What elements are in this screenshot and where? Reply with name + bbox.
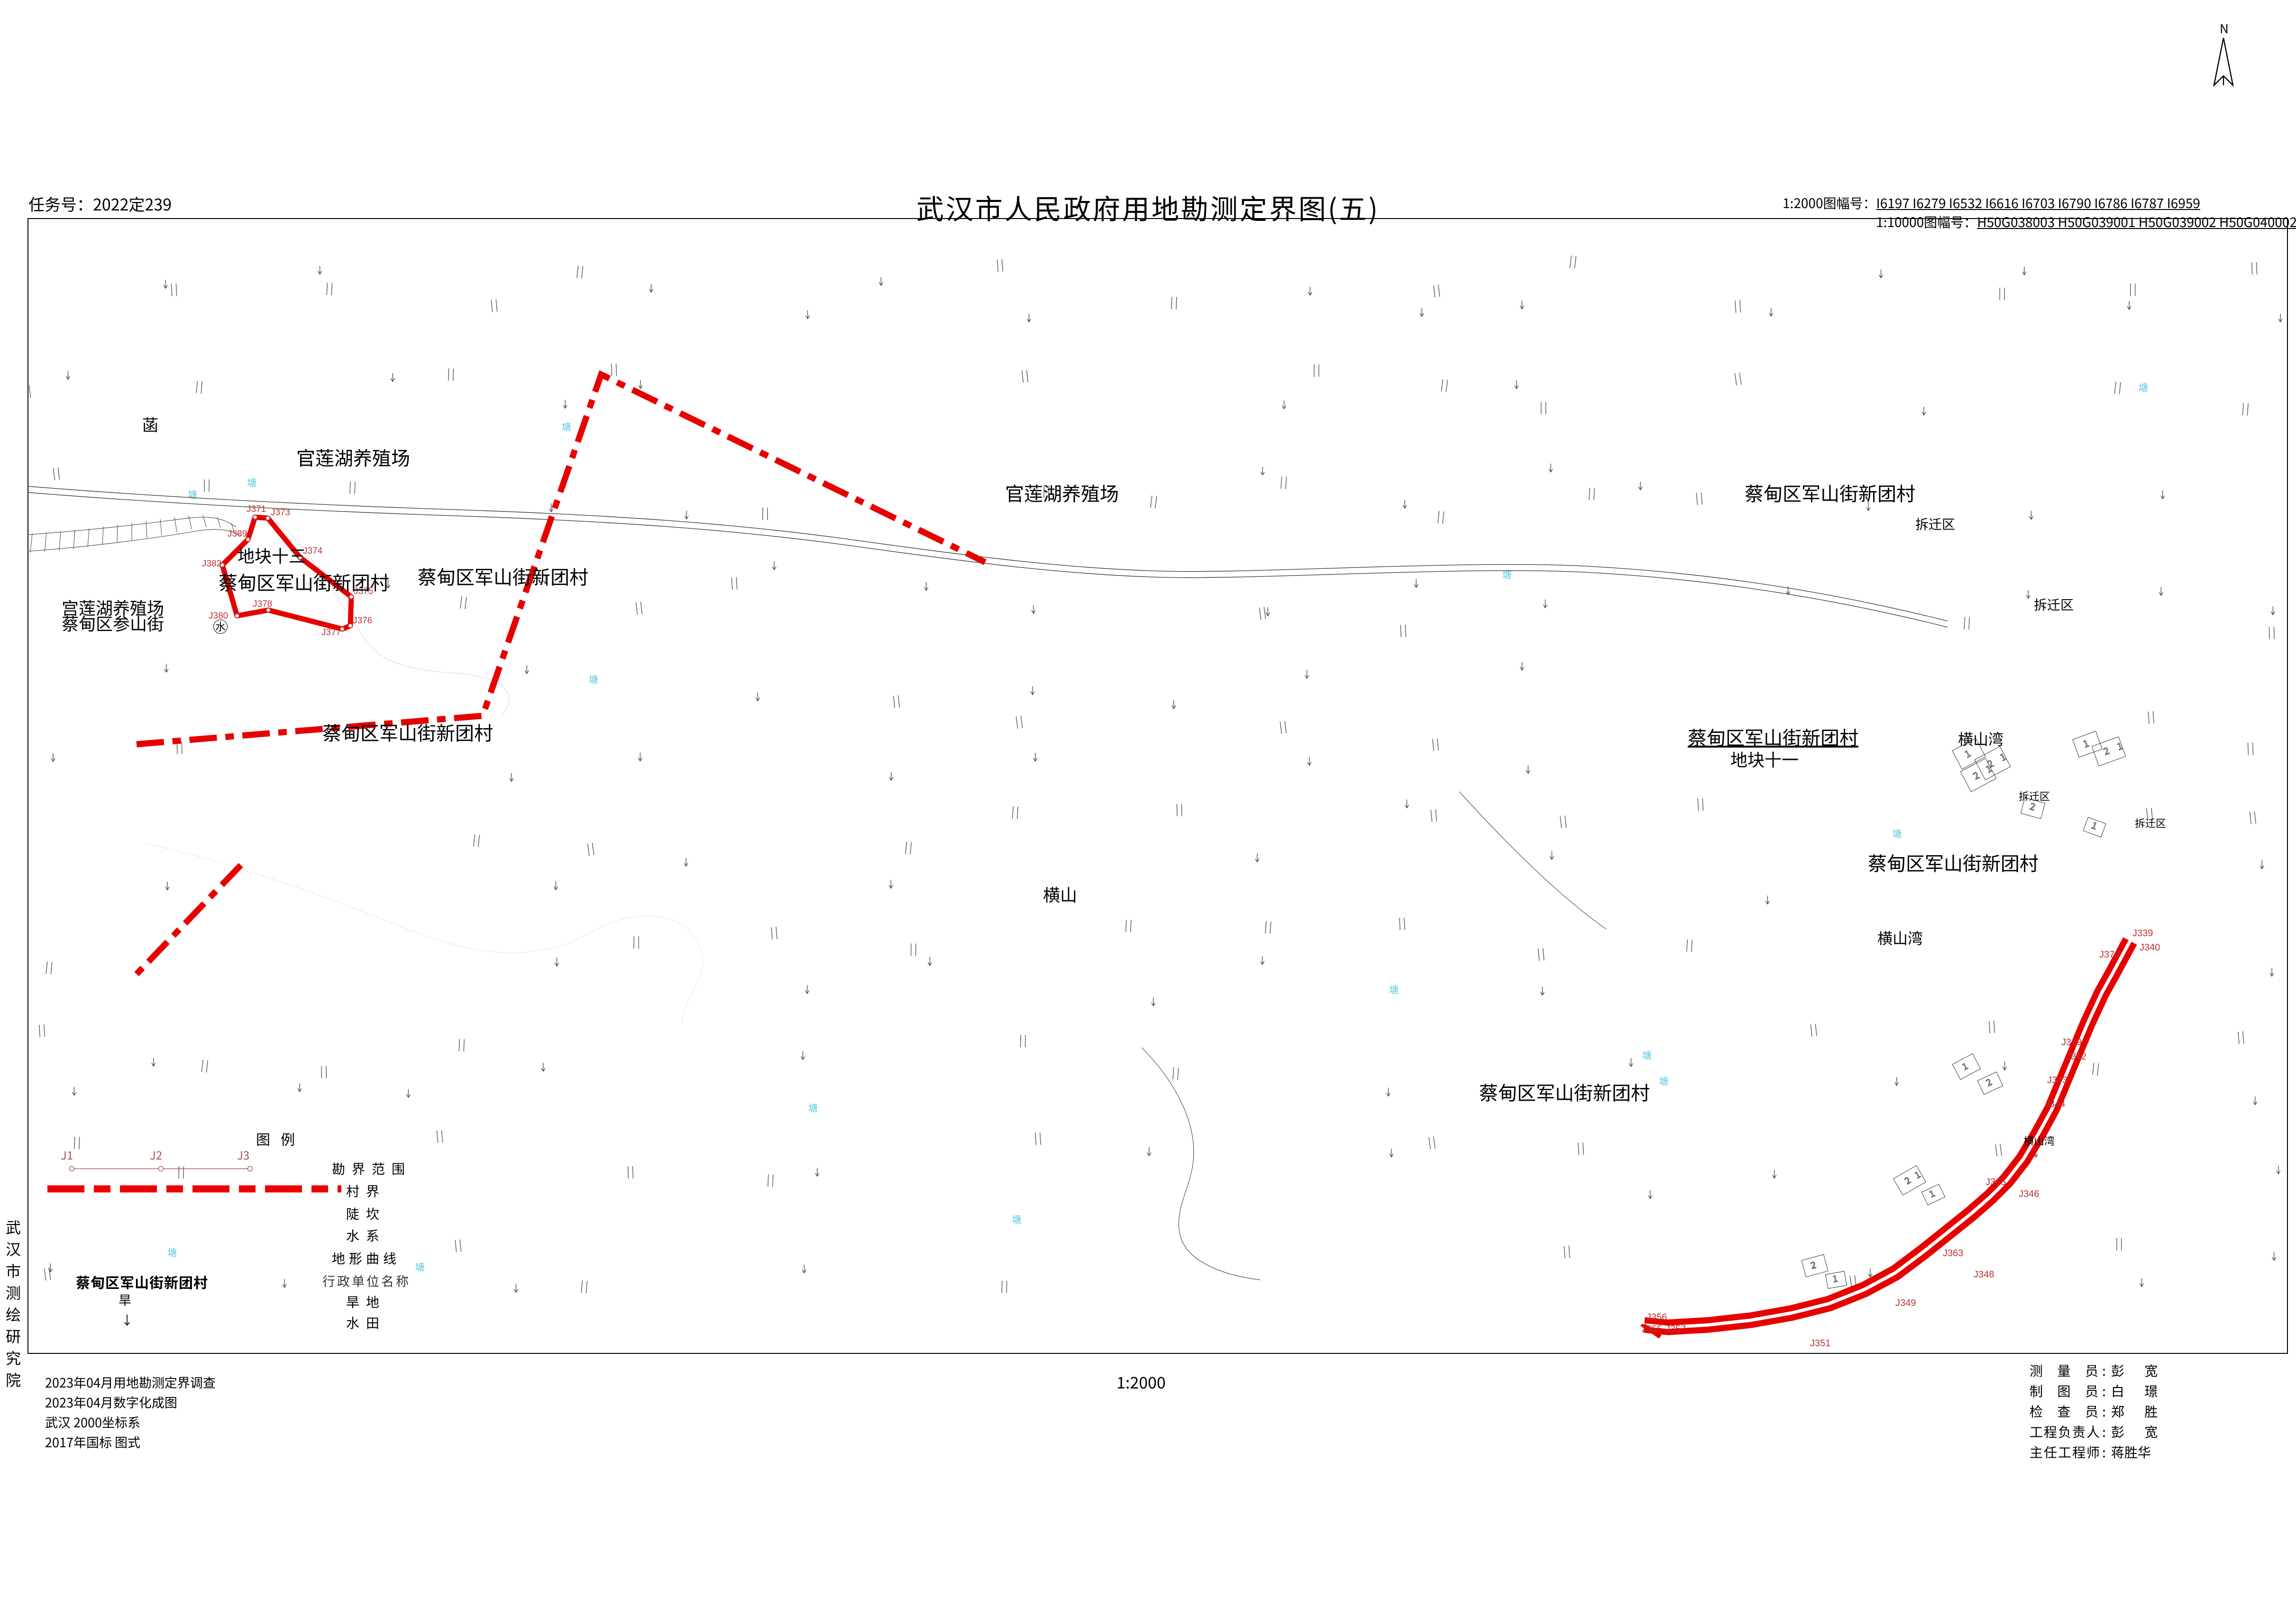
svg-text:J376: J376 xyxy=(353,616,372,626)
svg-text:J373: J373 xyxy=(271,508,290,518)
svg-text:J343: J343 xyxy=(2047,1075,2067,1086)
svg-text:J378: J378 xyxy=(253,599,272,609)
svg-text:1: 1 xyxy=(1831,1272,1839,1285)
svg-text:塘: 塘 xyxy=(1502,570,1512,581)
svg-text:塘: 塘 xyxy=(188,489,197,500)
svg-text:塘: 塘 xyxy=(1893,829,1902,840)
svg-text:塘: 塘 xyxy=(1389,985,1399,995)
svg-text:塘: 塘 xyxy=(1659,1076,1669,1087)
svg-text:塘: 塘 xyxy=(1012,1214,1022,1225)
svg-text:塘: 塘 xyxy=(247,477,256,488)
svg-text:J348: J348 xyxy=(1974,1269,1994,1280)
svg-text:塘: 塘 xyxy=(1642,1050,1652,1061)
svg-text:1: 1 xyxy=(2081,736,2090,750)
svg-text:拆迁区: 拆迁区 xyxy=(2019,788,2050,804)
svg-text:1: 1 xyxy=(1927,1187,1937,1200)
svg-text:J365: J365 xyxy=(1985,1177,2006,1187)
svg-text:J377: J377 xyxy=(321,628,341,638)
svg-text:J346: J346 xyxy=(2019,1189,2039,1199)
svg-text:横山湾: 横山湾 xyxy=(2023,1133,2055,1148)
svg-text:J355: J355 xyxy=(1642,1324,1662,1334)
svg-text:J344: J344 xyxy=(2045,1099,2065,1109)
svg-text:J389: J389 xyxy=(228,529,247,539)
svg-text:1: 1 xyxy=(1959,1059,1970,1073)
svg-text:塘: 塘 xyxy=(415,1262,425,1273)
svg-text:塘: 塘 xyxy=(808,1103,818,1114)
svg-text:2: 2 xyxy=(1984,1075,1994,1089)
svg-text:J371: J371 xyxy=(247,504,266,514)
svg-text:J349: J349 xyxy=(1895,1298,1916,1308)
svg-text:塘: 塘 xyxy=(167,1248,177,1259)
svg-text:J356: J356 xyxy=(1647,1312,1667,1323)
svg-text:拆迁区: 拆迁区 xyxy=(2135,815,2166,831)
svg-text:N: N xyxy=(2220,24,2229,37)
svg-text:J369: J369 xyxy=(2061,1037,2082,1048)
svg-text:塘: 塘 xyxy=(589,675,598,685)
svg-text:J382: J382 xyxy=(202,559,221,569)
svg-text:J340: J340 xyxy=(2140,942,2160,953)
svg-text:2: 2 xyxy=(2101,743,2111,758)
svg-text:J339: J339 xyxy=(2132,928,2153,939)
svg-text:J363: J363 xyxy=(1943,1248,1963,1259)
svg-text:2: 2 xyxy=(1902,1173,1913,1187)
svg-text:J374: J374 xyxy=(303,546,323,556)
svg-text:1: 1 xyxy=(2090,818,2099,832)
svg-text:2: 2 xyxy=(1809,1258,1817,1272)
svg-text:1: 1 xyxy=(2115,738,2124,753)
svg-text:J342: J342 xyxy=(2066,1051,2086,1062)
svg-text:J357: J357 xyxy=(1665,1324,1686,1334)
svg-text:J351: J351 xyxy=(1810,1338,1830,1349)
svg-text:塘: 塘 xyxy=(562,422,571,433)
svg-text:J370: J370 xyxy=(2099,950,2120,960)
svg-text:1: 1 xyxy=(1912,1168,1923,1181)
svg-text:1: 1 xyxy=(1997,749,2008,764)
svg-text:塘: 塘 xyxy=(2139,382,2148,393)
